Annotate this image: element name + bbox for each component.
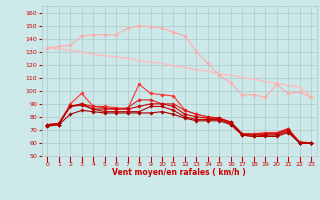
X-axis label: Vent moyen/en rafales ( km/h ): Vent moyen/en rafales ( km/h ) xyxy=(112,168,246,177)
